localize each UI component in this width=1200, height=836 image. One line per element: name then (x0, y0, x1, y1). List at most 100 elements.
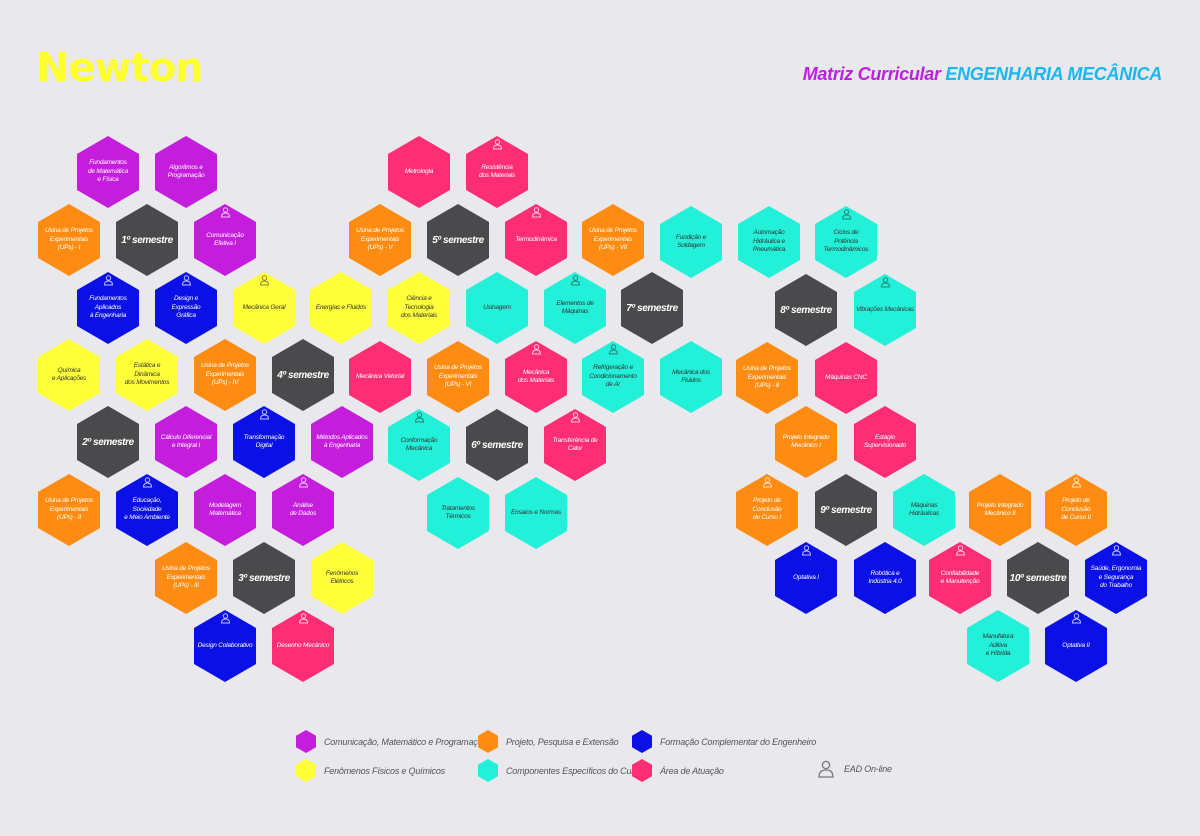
course-hex[interactable]: Transformação Digital (233, 406, 295, 478)
course-hex[interactable]: Mecânica dos Fluidos (660, 341, 722, 413)
course-hex[interactable]: Usina de Projetos Experimentais (UPs) - … (582, 204, 644, 276)
hex-label: Usina de Projetos Experimentais (UPs) - … (162, 565, 210, 590)
course-hex[interactable]: Máquinas CNC (815, 342, 877, 414)
legend-item: EAD On-line (816, 759, 892, 779)
semester-hex[interactable]: 5º semestre (427, 204, 489, 276)
hex-label: Tratamentos Térmicos (441, 504, 475, 520)
course-hex[interactable]: Elementos de Máquinas (544, 272, 606, 344)
course-hex[interactable]: Conformação Mecânica (388, 409, 450, 481)
course-hex[interactable]: Refrigeração e Condicionamento de Ar (582, 341, 644, 413)
course-hex[interactable]: Modelagem Matemática (194, 474, 256, 546)
course-hex[interactable]: Usina de Projetos Experimentais (UPs) - … (349, 204, 411, 276)
hex-label: Usina de Projetos Experimentais (UPs) - … (356, 227, 404, 252)
hex-label: Usina de Projetos Experimentais (UPs) - … (201, 362, 249, 387)
hex-label: Saúde, Ergonomia e Segurança do Trabalho (1090, 565, 1142, 590)
course-hex[interactable]: Mecânica Geral (233, 272, 295, 344)
course-hex[interactable]: Optativa I (775, 542, 837, 614)
hex-label: Vibrações Mecânicas (856, 305, 914, 313)
course-hex[interactable]: Usina de Projetos Experimentais (UPs) - … (427, 341, 489, 413)
hex-label: Fundição e Soldagem (675, 233, 707, 249)
course-hex[interactable]: Ciclos de Potência Termodinâmicos (815, 206, 877, 278)
course-hex[interactable]: Usina de Projetos Experimentais (UPs) - … (38, 474, 100, 546)
course-hex[interactable]: Mecânica dos Materiais (505, 341, 567, 413)
hex-label: Transferência de Calor (552, 436, 598, 452)
course-hex[interactable]: Resistência dos Materiais (466, 136, 528, 208)
course-hex[interactable]: Química e Aplicações (38, 339, 100, 411)
semester-hex[interactable]: 9º semestre (815, 474, 877, 546)
legend-item: Projeto, Pesquisa e Extensão (478, 730, 619, 753)
page-title: Matriz Curricular ENGENHARIA MECÂNICA (803, 64, 1163, 85)
legend-label: Área de Atuação (660, 765, 724, 776)
semester-hex[interactable]: 1º semestre (116, 204, 178, 276)
hex-label: Refrigeração e Condicionamento de Ar (589, 364, 637, 389)
course-hex[interactable]: Educação, Sociedade e Meio Ambiente (116, 474, 178, 546)
course-hex[interactable]: Usina de Projetos Experimentais (UPs) - … (38, 204, 100, 276)
course-hex[interactable]: Usina de Projetos Experimentais (UPs) - … (194, 339, 256, 411)
title-course: ENGENHARIA MECÂNICA (945, 64, 1162, 84)
hex-label: Máquinas CNC (825, 373, 867, 381)
course-hex[interactable]: Estágio Supervisionado (854, 406, 916, 478)
hex-label: Química e Aplicações (51, 366, 87, 382)
course-hex[interactable]: Confiabilidade e Manutenção (929, 542, 991, 614)
course-hex[interactable]: Energias e Fluidos (310, 272, 372, 344)
course-hex[interactable]: Projeto de Conclusão de Curso II (1045, 474, 1107, 546)
hex-label: Mecânica Vetorial (355, 372, 405, 380)
course-hex[interactable]: Robótica e Indústria 4.0 (854, 542, 916, 614)
hex-label: 9º semestre (820, 504, 872, 516)
course-hex[interactable]: Máquinas Hidráulicas (893, 474, 955, 546)
semester-hex[interactable]: 8º semestre (775, 274, 837, 346)
semester-hex[interactable]: 3º semestre (233, 542, 295, 614)
hex-label: Mecânica Geral (242, 303, 286, 311)
course-hex[interactable]: Tratamentos Térmicos (427, 477, 489, 549)
course-hex[interactable]: Algoritmos e Programação (155, 136, 217, 208)
course-hex[interactable]: Usinagem (466, 272, 528, 344)
legend-swatch (478, 759, 498, 782)
hex-label: Manufatura Aditiva e Híbrida (982, 633, 1014, 658)
legend-label: Fenômenos Físicos e Químicos (324, 765, 445, 776)
hex-label: 1º semestre (121, 234, 173, 246)
semester-hex[interactable]: 4º semestre (272, 339, 334, 411)
course-hex[interactable]: Projeto Integrado Mecânico II (969, 474, 1031, 546)
semester-hex[interactable]: 2º semestre (77, 406, 139, 478)
hex-label: Comunicação Efetiva I (206, 231, 244, 247)
course-hex[interactable]: Vibrações Mecânicas (854, 274, 916, 346)
hex-label: Cálculo Diferencial e Integral I (160, 433, 212, 449)
course-hex[interactable]: Projeto Integrado Mecânico I (775, 406, 837, 478)
course-hex[interactable]: Desenho Mecânico (272, 610, 334, 682)
course-hex[interactable]: Manufatura Aditiva e Híbrida (967, 610, 1029, 682)
hex-label: Mecânica dos Fluidos (672, 368, 710, 384)
hex-label: 4º semestre (277, 369, 329, 381)
course-hex[interactable]: Ciência e Tecnologia dos Materiais (388, 272, 450, 344)
course-hex[interactable]: Fundamentos de Matemática e Física (77, 136, 139, 208)
course-hex[interactable]: Design e Expressão Gráfica (155, 272, 217, 344)
course-hex[interactable]: Comunicação Efetiva I (194, 204, 256, 276)
course-hex[interactable]: Mecânica Vetorial (349, 341, 411, 413)
course-hex[interactable]: Fundição e Soldagem (660, 206, 722, 278)
course-hex[interactable]: Saúde, Ergonomia e Segurança do Trabalho (1085, 542, 1147, 614)
course-hex[interactable]: Fundamentos Aplicados à Engenharia (77, 272, 139, 344)
semester-hex[interactable]: 6º semestre (466, 409, 528, 481)
hex-label: Usina de Projetos Experimentais (UPs) - … (434, 364, 482, 389)
course-hex[interactable]: Análise de Dados (272, 474, 334, 546)
hex-label: 7º semestre (626, 302, 678, 314)
hex-label: 8º semestre (780, 304, 832, 316)
course-hex[interactable]: Transferência de Calor (544, 409, 606, 481)
course-hex[interactable]: Ensaios e Normas (505, 477, 567, 549)
course-hex[interactable]: Metrologia (388, 136, 450, 208)
semester-hex[interactable]: 7º semestre (621, 272, 683, 344)
course-hex[interactable]: Fenômenos Elétricos (311, 542, 373, 614)
course-hex[interactable]: Automação Hidráulica e Pneumática (738, 206, 800, 278)
course-hex[interactable]: Usina de Projetos Experimentais (UPs) - … (155, 542, 217, 614)
hex-label: Ciência e Tecnologia dos Materiais (400, 295, 438, 320)
course-hex[interactable]: Design Colaborativo (194, 610, 256, 682)
course-hex[interactable]: Usina de Projetos Experimentais (UPs) - … (736, 342, 798, 414)
course-hex[interactable]: Estática e Dinâmica dos Movimentos (116, 339, 178, 411)
course-hex[interactable]: Optativa II (1045, 610, 1107, 682)
course-hex[interactable]: Projeto de Conclusão de Curso I (736, 474, 798, 546)
course-hex[interactable]: Termodinâmica (505, 204, 567, 276)
hex-label: Métodos Aplicados à Engenharia (316, 433, 368, 449)
legend-label: Formação Complementar do Engenheiro (660, 736, 817, 747)
course-hex[interactable]: Métodos Aplicados à Engenharia (311, 406, 373, 478)
course-hex[interactable]: Cálculo Diferencial e Integral I (155, 406, 217, 478)
semester-hex[interactable]: 10º semestre (1007, 542, 1069, 614)
